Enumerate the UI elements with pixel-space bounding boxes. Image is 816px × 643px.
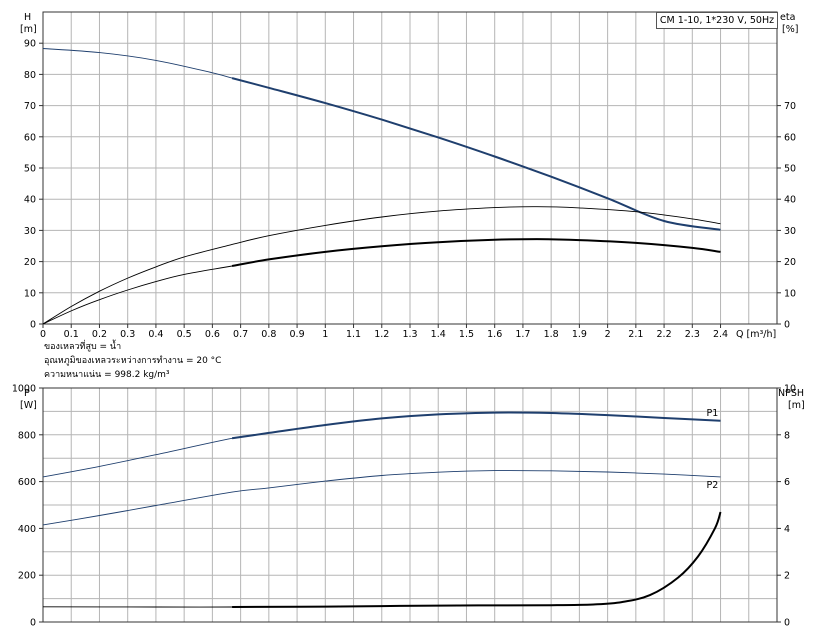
series-line-thin [42, 206, 721, 325]
left-tick-label: 50 [24, 164, 36, 175]
x-tick-label: 0.2 [92, 329, 107, 340]
x-tick-label: 0 [40, 329, 46, 340]
x-tick-label: 1.1 [346, 329, 361, 340]
x-tick-label: 1.3 [402, 329, 417, 340]
right-tick-label: 0 [784, 618, 790, 629]
x-tick-label: 1.6 [487, 329, 502, 340]
left-tick-label: 0 [30, 320, 36, 331]
left-axis-unit: [W] [20, 400, 37, 411]
x-tick-label: 2.3 [685, 329, 700, 340]
left-tick-label: 20 [24, 257, 36, 268]
x-tick-label: 2.2 [657, 329, 672, 340]
series-label-p1: P1 [707, 408, 719, 419]
right-axis-unit: [%] [782, 24, 798, 35]
right-tick-label: 20 [784, 257, 796, 268]
left-tick-label: 70 [24, 101, 36, 112]
x-tick-label: 0.1 [64, 329, 79, 340]
left-tick-label: 30 [24, 226, 36, 237]
right-tick-label: 10 [784, 288, 796, 299]
x-tick-label: 0.8 [261, 329, 276, 340]
x-tick-label: 0.6 [205, 329, 220, 340]
left-tick-label: 90 [24, 39, 36, 50]
series-line-bold [232, 511, 722, 608]
right-tick-label: 8 [784, 430, 790, 441]
left-tick-label: 60 [24, 132, 36, 143]
right-axis-unit: [m] [788, 400, 805, 411]
x-tick-label: 0.3 [120, 329, 135, 340]
series-line-bold [231, 411, 721, 440]
x-tick-label: 1.4 [431, 329, 446, 340]
x-tick-label: 2.4 [713, 329, 728, 340]
x-tick-label: 1 [322, 329, 328, 340]
left-tick-label: 400 [18, 524, 36, 535]
series-line-bold [231, 238, 721, 267]
left-tick-label: 40 [24, 195, 36, 206]
left-tick-label: 800 [18, 430, 36, 441]
x-tick-label: 0.4 [148, 329, 163, 340]
left-tick-label: 200 [18, 571, 36, 582]
right-tick-label: 60 [784, 132, 796, 143]
x-tick-label: 1.7 [515, 329, 530, 340]
x-tick-label: 2.1 [628, 329, 643, 340]
right-tick-label: 30 [784, 226, 796, 237]
right-tick-label: 70 [784, 101, 796, 112]
right-tick-label: 40 [784, 195, 796, 206]
x-tick-label: 0.9 [290, 329, 305, 340]
right-tick-label: 50 [784, 164, 796, 175]
right-tick-label: 10 [784, 384, 796, 395]
x-tick-label: 1.9 [572, 329, 587, 340]
plot-frame [42, 387, 778, 623]
left-tick-label: 10 [24, 288, 36, 299]
series-line-bold [231, 77, 721, 231]
left-axis-label: H [24, 12, 31, 23]
right-tick-label: 6 [784, 477, 790, 488]
fluid-info-line3: ความหนาแน่น = 998.2 kg/m³ [44, 370, 170, 380]
left-tick-label: 0 [30, 618, 36, 629]
x-tick-label: 1.2 [374, 329, 389, 340]
x-tick-label: 0.7 [233, 329, 248, 340]
right-axis-label: eta [780, 12, 795, 23]
right-axis-label: NPSH [778, 388, 804, 399]
fluid-info-line2: อุณหภูมิของเหลวระหว่างการทำงาน = 20 °C [44, 356, 222, 366]
series-line-thin [42, 470, 721, 526]
x-tick-label: 2 [605, 329, 611, 340]
x-tick-label: 1.5 [459, 329, 474, 340]
series-label-p2: P2 [707, 480, 719, 491]
left-axis-unit: [m] [20, 24, 37, 35]
x-tick-label: 1.8 [544, 329, 559, 340]
right-tick-label: 2 [784, 571, 790, 582]
x-axis-label: Q [m³/h] [736, 329, 776, 340]
x-tick-label: 0.5 [177, 329, 192, 340]
fluid-info-line1: ของเหลวที่สูบ = น้ำ [44, 342, 122, 352]
left-tick-label: 1000 [12, 384, 36, 395]
chart-title: CM 1-10, 1*230 V, 50Hz [656, 12, 778, 29]
left-tick-label: 80 [24, 70, 36, 81]
right-tick-label: 4 [784, 524, 790, 535]
right-tick-label: 0 [784, 320, 790, 331]
left-tick-label: 600 [18, 477, 36, 488]
left-axis-label: P [24, 388, 30, 399]
